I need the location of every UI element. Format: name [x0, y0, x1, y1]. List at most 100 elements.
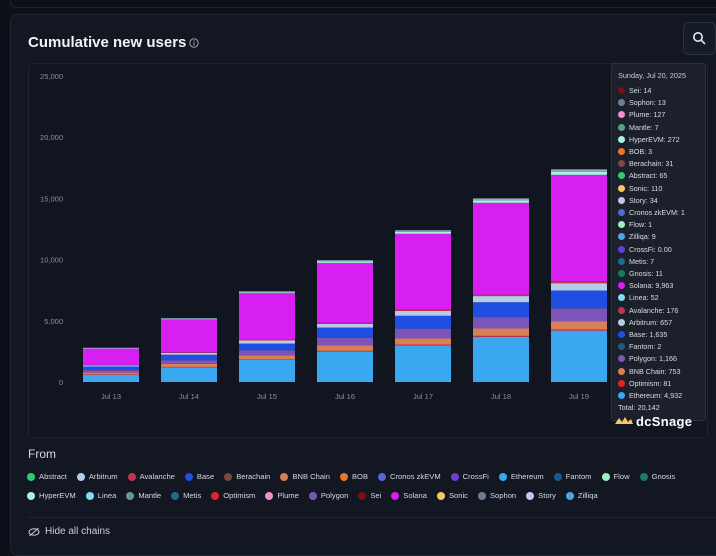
- bar-segment-avalanche[interactable]: [473, 294, 529, 297]
- bar-segment-ethereum[interactable]: [161, 367, 217, 382]
- legend-item-zilliqa[interactable]: Zilliqa: [565, 491, 598, 500]
- bar-segment-polygon[interactable]: [161, 360, 217, 364]
- bar-segment-other[interactable]: [83, 347, 139, 349]
- legend-item-solana[interactable]: Solana: [391, 491, 427, 500]
- bar-segment-solana[interactable]: [473, 202, 529, 295]
- bar-segment-avalanche[interactable]: [317, 322, 373, 324]
- bar-segment-solana[interactable]: [317, 262, 373, 323]
- bar-segment-avalanche[interactable]: [395, 309, 451, 311]
- bar-segment-bnb-chain[interactable]: [551, 321, 607, 330]
- legend-item-base[interactable]: Base: [184, 472, 214, 481]
- bar-segment-base[interactable]: [473, 302, 529, 318]
- bar-segment-hyperevm[interactable]: [395, 231, 451, 234]
- bar-segment-hyperevm[interactable]: [473, 200, 529, 203]
- legend-item-fantom[interactable]: Fantom: [553, 472, 592, 481]
- bar-segment-avalanche[interactable]: [551, 281, 607, 284]
- bar-segment-base[interactable]: [317, 327, 373, 338]
- bar-segment-base[interactable]: [161, 354, 217, 361]
- bar-segment-arbitrum[interactable]: [551, 283, 607, 291]
- search-button[interactable]: [683, 22, 716, 55]
- bar-segment-ethereum[interactable]: [83, 374, 139, 382]
- legend-item-linea[interactable]: Linea: [85, 491, 116, 500]
- bar-segment-ethereum[interactable]: [473, 336, 529, 382]
- bar-segment-solana[interactable]: [83, 348, 139, 365]
- bar-segment-polygon[interactable]: [473, 317, 529, 329]
- bar-segment-polygon[interactable]: [83, 370, 139, 373]
- legend-item-berachain[interactable]: Berachain: [224, 472, 270, 481]
- bar-segment-arbitrum[interactable]: [473, 296, 529, 303]
- bar-segment-bnb-chain[interactable]: [239, 355, 295, 360]
- bar-segment-optimism[interactable]: [473, 335, 529, 337]
- bar-segment-arbitrum[interactable]: [317, 323, 373, 328]
- bar-segment-arbitrum[interactable]: [239, 340, 295, 344]
- bar-segment-other[interactable]: [161, 318, 217, 319]
- bar-segment-solana[interactable]: [239, 293, 295, 340]
- bar-segment-base[interactable]: [239, 343, 295, 351]
- legend-item-abstract[interactable]: Abstract: [27, 472, 67, 481]
- bar-segment-arbitrum[interactable]: [395, 310, 451, 316]
- legend-item-mantle[interactable]: Mantle: [126, 491, 161, 500]
- legend-item-cronos-zkevm[interactable]: Cronos zkEVM: [378, 472, 441, 481]
- legend-item-sei[interactable]: Sei: [358, 491, 381, 500]
- tooltip-row: Zilliqa: 9: [618, 232, 656, 241]
- bar-segment-solana[interactable]: [161, 319, 217, 353]
- bar-segment-other[interactable]: [395, 230, 451, 232]
- legend-item-crossfi[interactable]: CrossFi: [450, 472, 489, 481]
- legend-item-polygon[interactable]: Polygon: [308, 491, 348, 500]
- bar-segment-bnb-chain[interactable]: [83, 372, 139, 375]
- bar-segment-bnb-chain[interactable]: [473, 328, 529, 336]
- legend-item-plume[interactable]: Plume: [265, 491, 299, 500]
- legend-item-optimism[interactable]: Optimism: [211, 491, 255, 500]
- legend-item-hyperevm[interactable]: HyperEVM: [27, 491, 76, 500]
- bar-segment-arbitrum[interactable]: [161, 352, 217, 355]
- bar-segment-base[interactable]: [551, 290, 607, 309]
- bar-segment-hyperevm[interactable]: [551, 171, 607, 175]
- bar-segment-optimism[interactable]: [161, 366, 217, 368]
- legend-item-sophon[interactable]: Sophon: [477, 491, 516, 500]
- bar-segment-ethereum[interactable]: [239, 359, 295, 382]
- bar-segment-polygon[interactable]: [239, 350, 295, 356]
- bar-segment-other[interactable]: [317, 260, 373, 262]
- bar-segment-bnb-chain[interactable]: [317, 345, 373, 351]
- bar-segment-other[interactable]: [473, 198, 529, 201]
- bar-segment-ethereum[interactable]: [317, 351, 373, 382]
- legend-item-ethereum[interactable]: Ethereum: [498, 472, 544, 481]
- bar-segment-ethereum[interactable]: [395, 345, 451, 382]
- legend-item-sonic[interactable]: Sonic: [436, 491, 468, 500]
- bar-segment-bnb-chain[interactable]: [395, 338, 451, 345]
- bar-segment-avalanche[interactable]: [161, 352, 217, 353]
- legend-item-bob[interactable]: BOB: [339, 472, 368, 481]
- bar-segment-hyperevm[interactable]: [239, 292, 295, 294]
- legend-item-avalanche[interactable]: Avalanche: [127, 472, 175, 481]
- bar-segment-other[interactable]: [551, 169, 607, 172]
- legend-item-flow[interactable]: Flow: [601, 472, 630, 481]
- bar-segment-bnb-chain[interactable]: [161, 363, 217, 367]
- bar-segment-polygon[interactable]: [317, 337, 373, 346]
- legend-item-story[interactable]: Story: [526, 491, 556, 500]
- bar-segment-polygon[interactable]: [551, 308, 607, 322]
- bar-segment-arbitrum[interactable]: [83, 365, 139, 367]
- bar-segment-other[interactable]: [239, 291, 295, 293]
- bar-segment-hyperevm[interactable]: [317, 261, 373, 263]
- bar-segment-solana[interactable]: [551, 174, 607, 282]
- bar-segment-avalanche[interactable]: [239, 339, 295, 341]
- hide-all-chains-button[interactable]: Hide all chains: [28, 526, 110, 537]
- bar-segment-ethereum[interactable]: [551, 330, 607, 382]
- bar-segment-hyperevm[interactable]: [161, 318, 217, 320]
- bar-segment-optimism[interactable]: [239, 359, 295, 360]
- bar-segment-hyperevm[interactable]: [83, 348, 139, 349]
- legend-item-bnb-chain[interactable]: BNB Chain: [280, 472, 330, 481]
- legend-item-arbitrum[interactable]: Arbitrum: [76, 472, 118, 481]
- bar-segment-base[interactable]: [83, 366, 139, 371]
- bar-segment-polygon[interactable]: [395, 328, 451, 339]
- bar-segment-optimism[interactable]: [395, 344, 451, 346]
- bar-segment-optimism[interactable]: [551, 329, 607, 331]
- info-circle-icon[interactable]: [189, 38, 199, 48]
- bar-segment-base[interactable]: [395, 315, 451, 329]
- bar-segment-solana[interactable]: [395, 233, 451, 310]
- legend-item-metis[interactable]: Metis: [171, 491, 201, 500]
- bar-segment-optimism[interactable]: [317, 350, 373, 352]
- bar-segment-avalanche[interactable]: [83, 364, 139, 366]
- bar-segment-optimism[interactable]: [83, 374, 139, 375]
- legend-item-gnosis[interactable]: Gnosis: [639, 472, 675, 481]
